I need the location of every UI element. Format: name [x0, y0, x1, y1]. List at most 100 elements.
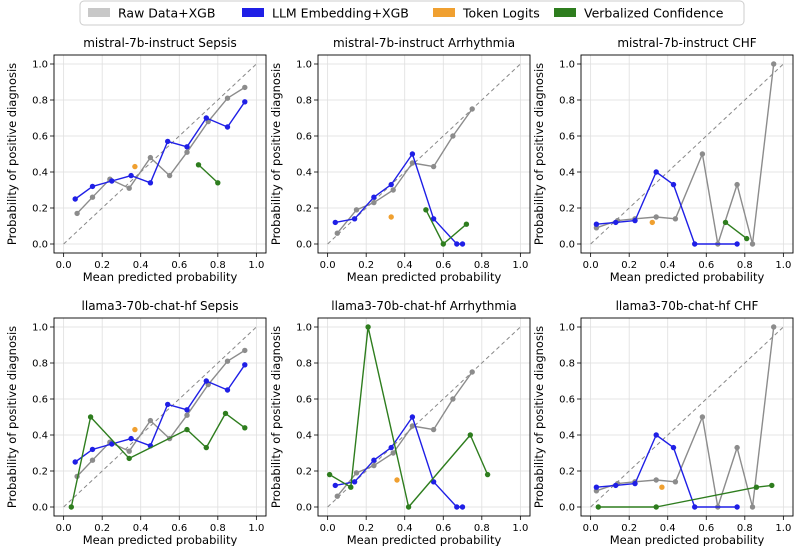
data-point	[593, 221, 600, 227]
data-point	[348, 484, 354, 490]
data-point	[353, 207, 360, 213]
y-tick-label: 0.0	[32, 240, 48, 251]
data-point	[371, 199, 377, 206]
data-point	[632, 480, 638, 487]
legend-swatch	[242, 8, 264, 17]
y-tick-label: 0.4	[559, 431, 575, 442]
data-point	[371, 457, 377, 463]
data-point	[405, 504, 412, 510]
data-point	[195, 162, 202, 168]
data-point	[351, 479, 358, 485]
legend-frame	[79, 0, 745, 26]
data-point	[371, 462, 377, 469]
series-line	[198, 164, 219, 184]
series-llm-embedding-xgb	[72, 362, 248, 465]
legend-swatch	[433, 8, 455, 17]
data-point	[334, 230, 340, 236]
y-tick-label: 1.0	[32, 60, 48, 71]
series-line	[74, 101, 246, 200]
x-tick-label: 0.8	[474, 260, 490, 271]
data-point	[753, 484, 760, 490]
data-point	[699, 151, 706, 157]
data-point	[147, 417, 154, 424]
x-tick-label: 1.0	[512, 260, 528, 271]
data-point	[132, 426, 138, 433]
series-verbalized-confidence	[68, 410, 248, 510]
data-point	[734, 504, 740, 510]
data-point	[394, 477, 400, 483]
data-point	[409, 423, 416, 429]
data-point	[371, 194, 377, 200]
series-line	[725, 221, 748, 240]
x-tick-label: 0.0	[320, 260, 336, 271]
y-axis-label: Probability of positive diagnosis	[269, 63, 283, 245]
data-point	[242, 347, 248, 354]
data-point	[72, 459, 78, 465]
data-point	[89, 183, 96, 190]
x-tick-label: 1.0	[512, 523, 528, 534]
series-verbalized-confidence	[326, 324, 491, 510]
chart-title: mistral-7b-instruct Arrhythmia	[333, 36, 515, 50]
data-point	[126, 455, 132, 462]
data-point	[224, 387, 231, 393]
series-raw-data-xgb	[74, 347, 248, 480]
y-tick-label: 0.4	[32, 431, 48, 442]
data-point	[242, 362, 248, 368]
chart-title: llama3-70b-chat-hf CHF	[616, 299, 759, 313]
y-axis-label: Probability of positive diagnosis	[5, 326, 19, 508]
series-raw-data-xgb	[334, 369, 475, 499]
data-point	[128, 172, 134, 179]
y-tick-label: 0.2	[559, 204, 575, 215]
data-point	[68, 504, 75, 510]
legend-entry: Token Logits	[433, 6, 540, 21]
data-point	[459, 504, 466, 510]
data-point	[409, 160, 416, 166]
series-line	[336, 108, 473, 234]
legend-label: Raw Data+XGB	[118, 6, 215, 21]
series-llm-embedding-xgb	[593, 432, 740, 510]
x-tick-label: 0.2	[94, 523, 110, 534]
perfect-calibration-line	[590, 63, 784, 245]
data-point	[692, 241, 698, 247]
data-point	[744, 235, 750, 242]
data-point	[653, 169, 659, 175]
y-tick-label: 0.4	[296, 431, 312, 442]
data-point	[430, 426, 437, 433]
series-token-logits	[132, 426, 138, 433]
data-point	[670, 444, 677, 451]
data-point	[109, 178, 115, 184]
chart-title: mistral-7b-instruct CHF	[617, 36, 756, 50]
y-tick-label: 0.4	[296, 168, 312, 179]
x-tick-label: 0.2	[94, 260, 110, 271]
x-tick-label: 0.6	[435, 523, 451, 534]
data-point	[613, 482, 619, 489]
series-llm-embedding-xgb	[593, 169, 740, 247]
y-tick-label: 0.8	[559, 359, 575, 370]
y-tick-label: 0.0	[559, 503, 575, 514]
y-axis-label: Probability of positive diagnosis	[269, 326, 283, 508]
series-line	[596, 326, 775, 508]
data-point	[332, 482, 338, 489]
x-tick-label: 0.4	[133, 523, 149, 534]
data-point	[699, 414, 706, 420]
data-point	[87, 414, 94, 420]
data-point	[653, 504, 659, 510]
data-point	[334, 493, 340, 499]
chart-panel: 0.0 0.2 0.4 0.6 0.8 1.0 0.0 0.2 0.4 0.6 0.8 1.0 mist…	[269, 36, 531, 284]
series-raw-data-xgb	[593, 324, 777, 510]
data-point	[450, 133, 456, 139]
axes-frame	[53, 54, 267, 254]
data-point	[390, 187, 396, 193]
y-tick-label: 0.2	[32, 204, 48, 215]
x-tick-label: 0.0	[56, 523, 72, 534]
perfect-calibration-line	[590, 326, 784, 508]
data-point	[132, 163, 138, 170]
axes-frame	[53, 317, 267, 517]
series-verbalized-confidence	[195, 162, 221, 186]
series-line	[335, 416, 463, 508]
data-point	[388, 181, 394, 188]
x-tick-label: 1.0	[775, 523, 791, 534]
data-point	[224, 358, 231, 364]
data-point	[332, 219, 338, 226]
data-point	[242, 99, 248, 105]
